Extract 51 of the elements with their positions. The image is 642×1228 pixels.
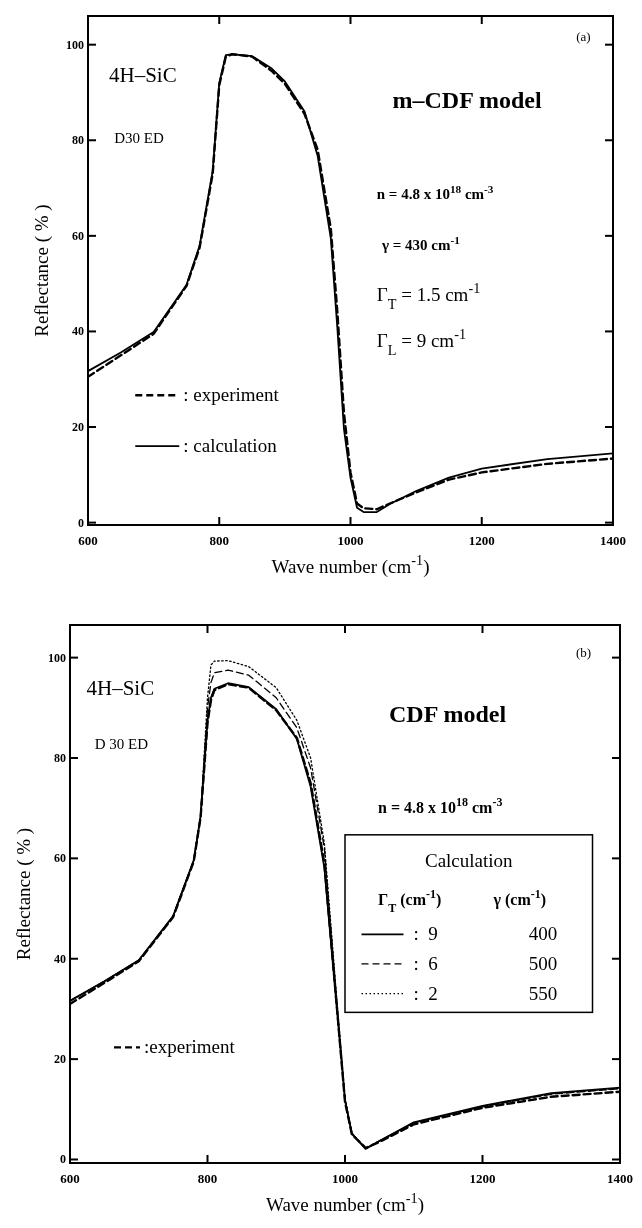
annotation: γ (cm$^{-1}$) [492,886,547,909]
annotation: 4H–SiC [86,675,155,700]
y-tick-label: 100 [66,37,84,52]
legend-label: :experiment [144,1036,236,1058]
annotation: D30 ED [114,130,164,147]
y-axis-title: Reflectance ( % ) [13,827,35,961]
x-tick-label: 800 [209,533,229,548]
y-tick-label: 40 [72,324,84,339]
x-tick-label: 600 [60,1171,80,1186]
annotation: 550 [528,982,558,1004]
annotation: (b) [576,645,592,661]
y-tick-label: 0 [78,515,84,530]
annotation: γ = 430 cm$^{-1}$ [381,234,461,254]
y-axis-title: Reflectance ( % ) [31,204,53,337]
annotation: Γ$_{L}$ = 9 cm$^{-1}$ [376,325,467,358]
text: m–CDF model [392,86,542,113]
y-tick-label: 0 [60,1152,66,1167]
annotation: D 30 ED [94,735,149,752]
x-tick-label: 1000 [332,1171,358,1186]
y-tick-label: 40 [54,951,66,966]
x-tick-label: 1400 [600,533,626,548]
x-tick-label: 800 [197,1171,218,1186]
y-tick-label: 60 [54,851,66,866]
legend-label: : 9 [413,923,438,945]
legend-label: : 6 [413,952,438,974]
legend-label: : 2 [413,982,438,1004]
legend-title: Calculation [424,850,514,872]
legend-label: : experiment [183,384,280,406]
annotation: 400 [528,923,558,945]
x-tick-label: 600 [78,533,98,548]
annotation: 500 [528,952,558,974]
y-tick-label: 100 [48,650,66,665]
annotation: Γ$_{T}$ (cm$^{-1}$) [378,886,442,915]
x-tick-label: 1000 [337,533,364,548]
annotation: 4H–SiC [109,63,177,88]
annotation: (a) [576,29,591,45]
y-tick-label: 20 [54,1052,66,1067]
x-tick-label: 1200 [468,533,495,548]
y-tick-label: 20 [72,420,84,435]
legend-label: : calculation [183,435,278,457]
x-axis-title: Wave number (cm$^{-1}$) [271,552,430,578]
annotation: Γ$_{T}$ = 1.5 cm$^{-1}$ [376,280,481,313]
y-tick-label: 60 [72,228,84,243]
annotation: n = 4.8 x 10$^{18}$ cm$^{-3}$ [376,183,494,203]
x-axis-title: Wave number (cm$^{-1}$) [265,1190,425,1216]
y-tick-label: 80 [54,750,66,765]
y-tick-label: 80 [72,133,84,148]
annotation: n = 4.8 x 10$^{18}$ cm$^{-3}$ [378,795,503,817]
x-tick-label: 1400 [607,1171,633,1186]
text: CDF model [389,700,507,727]
x-tick-label: 1200 [469,1171,496,1186]
